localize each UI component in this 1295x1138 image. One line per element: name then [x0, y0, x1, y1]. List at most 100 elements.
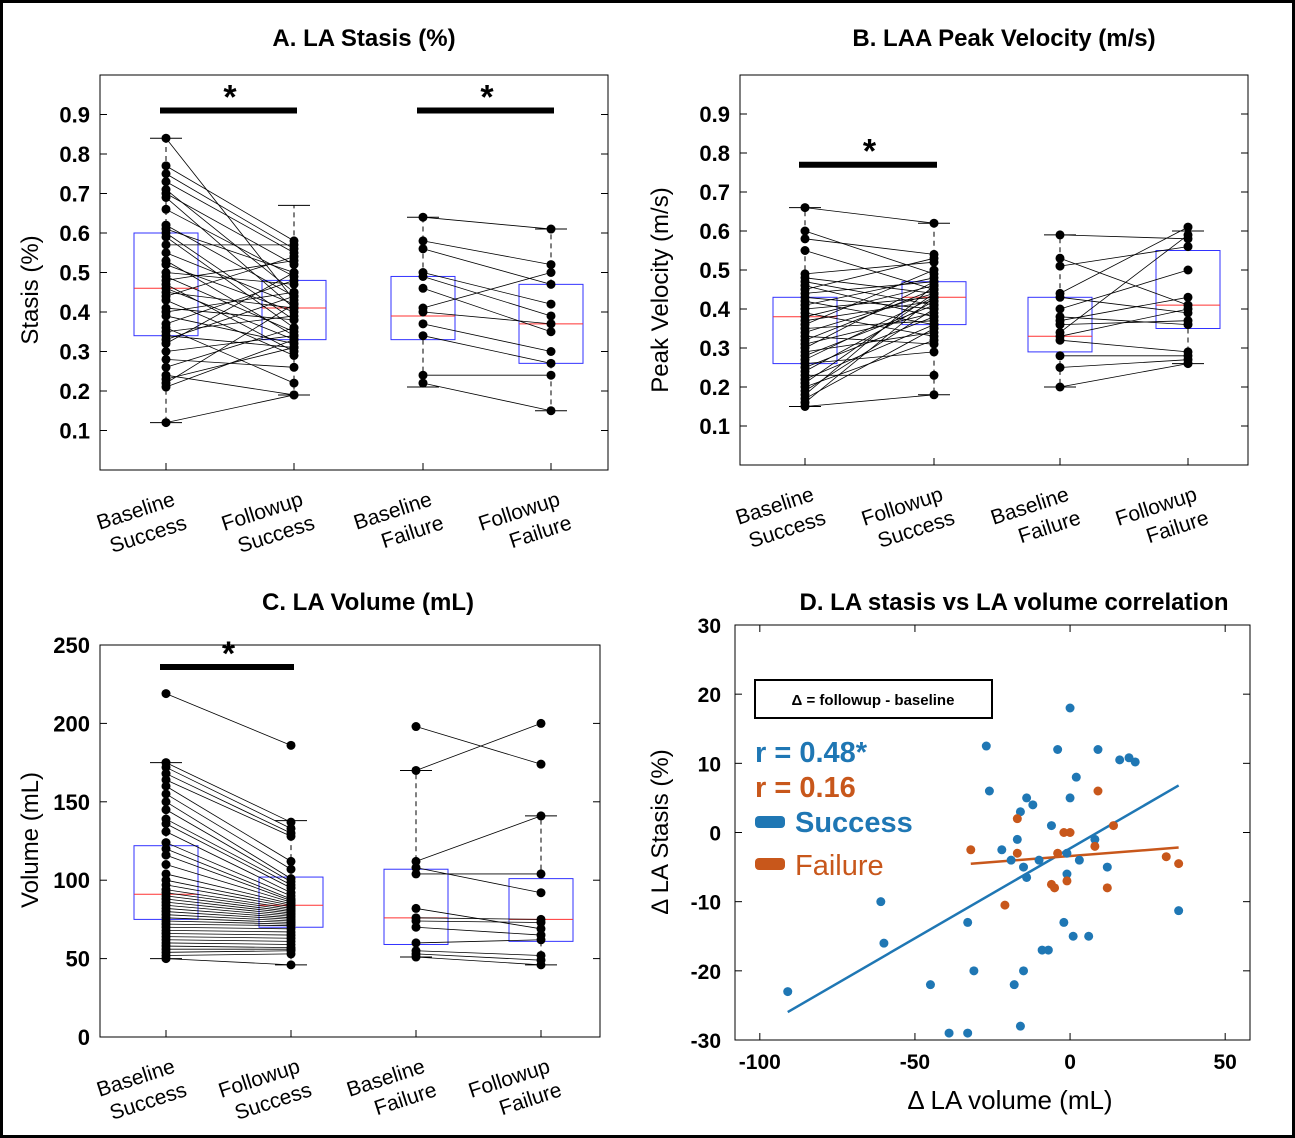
chart-a-significance-star: * [223, 79, 237, 117]
chart-a-pair-line [422, 335, 552, 364]
legend-label-success: Success [795, 807, 913, 839]
chart-a-pair-line [165, 276, 295, 333]
chart-a-point-baseline [418, 236, 428, 246]
chart-c-pair-line [165, 864, 292, 903]
chart-d-point-success [1022, 793, 1032, 803]
chart-a-pair-line [165, 197, 295, 309]
chart-a-point-baseline [418, 319, 428, 329]
chart-b-pair-line [804, 257, 935, 290]
chart-d-point-success [1046, 821, 1056, 831]
chart-a-pair-line [165, 260, 295, 281]
chart-c-pair-line [165, 785, 292, 862]
chart-c-pair-line [415, 939, 542, 944]
chart-d-point-success [1015, 807, 1025, 817]
chart-a-point-baseline [161, 169, 171, 179]
chart-b-pair-line [804, 261, 935, 275]
chart-a-pair-line [165, 335, 295, 348]
chart-a-ytick-label: 0.7 [59, 182, 90, 207]
chart-d-point-failure [1108, 821, 1118, 831]
chart-a-point-baseline [161, 362, 171, 372]
chart-b-pair-line [1059, 316, 1189, 325]
chart-d-ytick-label: 30 [698, 615, 721, 638]
chart-c-pair-line [415, 926, 542, 936]
chart-a-point-baseline [161, 240, 171, 250]
chart-b-point-followup [929, 390, 939, 400]
chart-d-point-success [1019, 966, 1029, 976]
chart-a-point-followup [546, 311, 556, 321]
chart-b-point-followup [929, 370, 939, 380]
chart-b-point-followup [929, 324, 939, 333]
chart-b-point-followup [929, 347, 939, 357]
chart-d-fit-line-failure [970, 846, 1179, 866]
chart-a-pair-line [165, 327, 295, 384]
chart-d-ytick-label: -20 [691, 961, 721, 984]
chart-b-pair-line [804, 250, 935, 290]
chart-a-plot-frame [99, 74, 609, 471]
chart-a-pair-line [165, 394, 295, 423]
chart-c-point-followup [536, 924, 546, 934]
chart-c-point-baseline [161, 797, 171, 807]
chart-d-point-success [969, 966, 979, 976]
chart-c-pair-line [165, 933, 292, 936]
chart-a-point-baseline [161, 192, 171, 202]
chart-d-point-success [984, 786, 994, 796]
chart-c-pair-line [165, 823, 292, 889]
chart-b-pair-line [804, 328, 935, 400]
chart-c-pair-line [165, 917, 292, 923]
chart-b-pair-line [804, 394, 935, 407]
chart-c-pair-line [165, 793, 292, 870]
chart-c-pair-line [165, 693, 292, 746]
chart-b-point-baseline [1055, 335, 1065, 345]
chart-b-ytick-label: 0.3 [699, 336, 730, 361]
chart-c-pair-line [165, 939, 292, 942]
chart-d-point-success [1059, 917, 1069, 927]
chart-c-pair-line [165, 773, 292, 834]
chart-a-point-baseline [161, 204, 171, 214]
chart-a-point-baseline [418, 378, 428, 388]
chart-b-pair-line [804, 300, 935, 372]
chart-c-point-baseline [411, 922, 421, 932]
chart-c-point-baseline [161, 827, 171, 837]
chart-b-point-followup [1183, 292, 1193, 302]
chart-c-title: C. LA Volume (mL) [262, 589, 474, 616]
chart-a-point-followup [546, 319, 556, 329]
chart-b-point-baseline [800, 402, 810, 411]
chart-b-point-followup [929, 292, 939, 302]
chart-d-point-failure [1093, 786, 1103, 796]
chart-c-point-followup [286, 960, 296, 970]
chart-b-point-baseline [1055, 351, 1065, 361]
chart-c-pair-line [165, 884, 292, 908]
chart-d-point-success [1093, 745, 1103, 754]
chart-c-pair-line [165, 842, 292, 897]
chart-c-pair-line [165, 818, 292, 886]
chart-a-pair-line [165, 327, 295, 368]
chart-a-point-followup [546, 260, 556, 270]
chart-b-pair-line [1059, 296, 1189, 314]
chart-a-point-followup [289, 275, 299, 285]
chart-a-point-baseline [161, 133, 171, 143]
chart-d-point-success [1115, 755, 1125, 765]
chart-c-point-followup [536, 869, 546, 879]
chart-d-point-success [1015, 1021, 1025, 1031]
chart-c-point-followup [536, 960, 546, 970]
chart-a-pair-line [422, 276, 552, 317]
chart-d-point-failure [1050, 883, 1060, 893]
chart-d-point-failure [1012, 848, 1022, 858]
chart-c-pair-line [165, 892, 292, 911]
chart-c-pair-line [165, 779, 292, 837]
chart-b-pair-line [804, 281, 935, 306]
chart-d-point-success [1065, 793, 1075, 803]
chart-a-pair-line [165, 272, 295, 344]
chart-c-pair-line [165, 873, 292, 905]
chart-b-point-followup [929, 335, 939, 345]
chart-c-pair-line [165, 848, 292, 900]
chart-c-pair-line [165, 926, 292, 930]
chart-a-point-followup [546, 347, 556, 356]
chart-c-pair-line [165, 936, 292, 939]
chart-b-pair-line [804, 281, 935, 349]
chart-c-point-followup [536, 718, 546, 728]
